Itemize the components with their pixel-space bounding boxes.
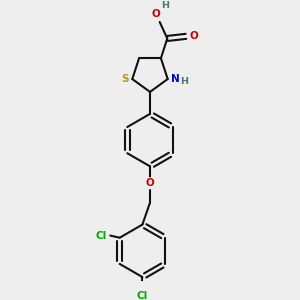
Text: Cl: Cl	[95, 231, 106, 241]
Text: O: O	[146, 178, 154, 188]
Text: O: O	[189, 31, 198, 41]
Text: H: H	[162, 1, 170, 10]
Text: O: O	[151, 8, 160, 19]
Text: S: S	[121, 74, 128, 84]
Text: H: H	[180, 77, 188, 86]
Text: Cl: Cl	[137, 291, 148, 300]
Text: N: N	[170, 74, 179, 84]
